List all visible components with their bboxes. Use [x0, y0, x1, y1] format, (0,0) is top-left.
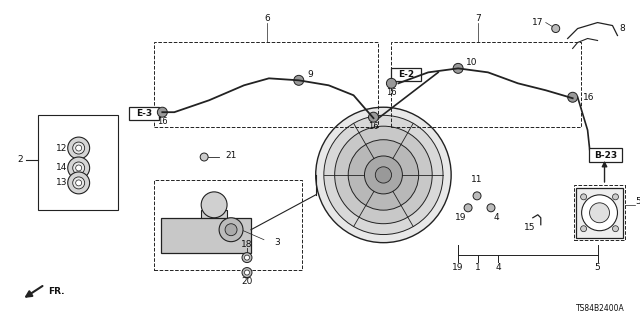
Circle shape — [244, 270, 250, 275]
Bar — [201, 210, 227, 238]
Text: 12: 12 — [56, 144, 67, 152]
Text: 1: 1 — [475, 263, 481, 272]
Text: FR.: FR. — [48, 287, 64, 296]
Text: 21: 21 — [225, 151, 236, 160]
Circle shape — [580, 194, 587, 200]
Circle shape — [589, 203, 609, 223]
Bar — [392, 42, 580, 127]
Circle shape — [76, 145, 82, 151]
Circle shape — [582, 195, 618, 231]
Text: 11: 11 — [471, 175, 483, 184]
Text: 16: 16 — [582, 93, 594, 102]
Text: 7: 7 — [475, 14, 481, 23]
Text: 10: 10 — [466, 58, 477, 67]
Bar — [38, 115, 118, 210]
Circle shape — [324, 115, 443, 234]
Circle shape — [76, 165, 82, 171]
Bar — [129, 107, 159, 120]
Circle shape — [73, 162, 84, 174]
Text: 13: 13 — [56, 178, 67, 187]
Circle shape — [225, 224, 237, 236]
Text: E-3: E-3 — [136, 109, 152, 118]
Circle shape — [68, 137, 90, 159]
Circle shape — [201, 192, 227, 218]
Circle shape — [73, 177, 84, 189]
Circle shape — [157, 107, 167, 117]
Circle shape — [242, 268, 252, 278]
Bar — [154, 180, 302, 270]
Text: 14: 14 — [56, 163, 67, 173]
Text: 9: 9 — [308, 70, 314, 79]
Circle shape — [68, 157, 90, 179]
Circle shape — [464, 204, 472, 212]
Circle shape — [244, 255, 250, 260]
Text: B-23: B-23 — [594, 151, 617, 160]
Bar — [161, 218, 251, 253]
Text: E-2: E-2 — [398, 70, 414, 79]
Text: 20: 20 — [241, 277, 253, 286]
Text: 5: 5 — [595, 263, 600, 272]
Bar — [575, 188, 623, 238]
Circle shape — [68, 172, 90, 194]
Text: 17: 17 — [532, 18, 543, 27]
Circle shape — [473, 192, 481, 200]
Text: 2: 2 — [17, 155, 23, 165]
Text: 19: 19 — [452, 263, 464, 272]
Text: 8: 8 — [620, 24, 625, 33]
Text: 6: 6 — [264, 14, 270, 23]
Circle shape — [369, 112, 378, 122]
Text: 16: 16 — [368, 122, 379, 131]
Text: TS84B2400A: TS84B2400A — [576, 304, 625, 313]
Bar — [392, 68, 421, 81]
Circle shape — [242, 253, 252, 263]
Circle shape — [364, 156, 403, 194]
Text: 4: 4 — [495, 263, 500, 272]
Circle shape — [76, 180, 82, 186]
Text: 16: 16 — [386, 88, 397, 97]
Circle shape — [294, 75, 304, 85]
Circle shape — [580, 226, 587, 232]
Circle shape — [612, 226, 618, 232]
Circle shape — [316, 107, 451, 243]
Bar — [154, 42, 378, 127]
Circle shape — [487, 204, 495, 212]
Circle shape — [200, 153, 208, 161]
Text: 4: 4 — [493, 213, 499, 222]
Circle shape — [348, 140, 419, 210]
Circle shape — [73, 142, 84, 154]
Bar — [573, 185, 625, 240]
Circle shape — [552, 25, 560, 33]
Text: 18: 18 — [241, 240, 253, 249]
Text: 15: 15 — [524, 223, 536, 232]
Text: 16: 16 — [157, 117, 168, 126]
Circle shape — [335, 126, 432, 224]
Circle shape — [387, 78, 396, 88]
Circle shape — [568, 92, 578, 102]
Text: 3: 3 — [274, 238, 280, 247]
Circle shape — [219, 218, 243, 242]
Bar — [589, 148, 623, 162]
Circle shape — [612, 194, 618, 200]
Text: 19: 19 — [456, 213, 467, 222]
Circle shape — [375, 167, 392, 183]
Text: 5: 5 — [636, 197, 640, 206]
Circle shape — [453, 63, 463, 73]
